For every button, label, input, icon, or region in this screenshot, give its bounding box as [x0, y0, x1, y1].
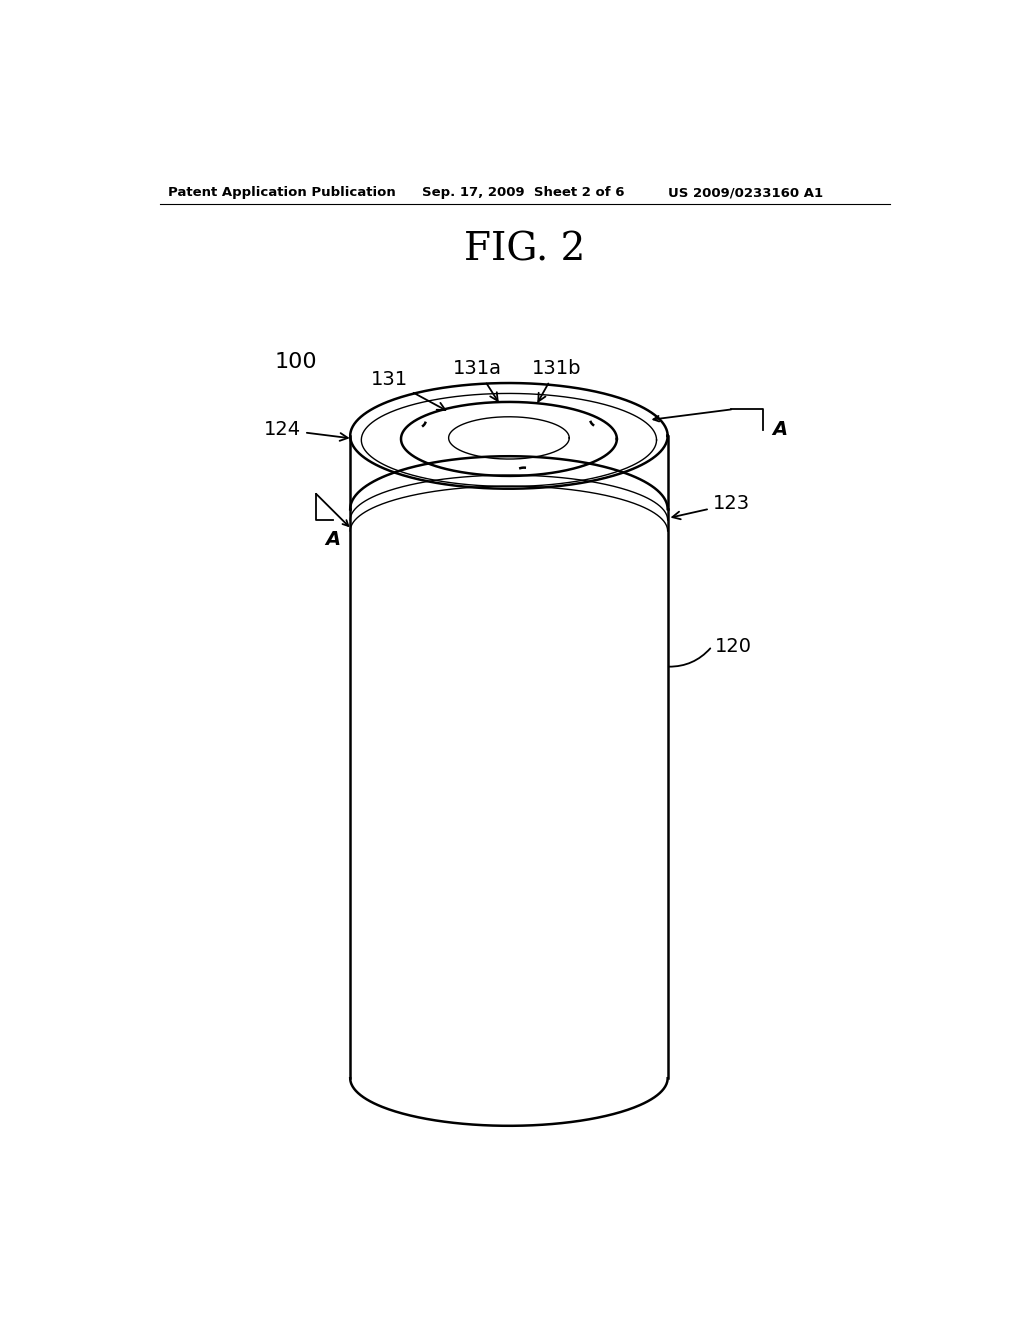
Text: A: A: [326, 531, 340, 549]
Text: Patent Application Publication: Patent Application Publication: [168, 186, 395, 199]
Text: 120: 120: [715, 636, 753, 656]
Text: 124: 124: [264, 420, 348, 441]
Text: 131b: 131b: [531, 359, 582, 401]
Text: US 2009/0233160 A1: US 2009/0233160 A1: [668, 186, 822, 199]
Text: 131: 131: [372, 371, 445, 411]
Text: Sep. 17, 2009  Sheet 2 of 6: Sep. 17, 2009 Sheet 2 of 6: [422, 186, 625, 199]
Text: 100: 100: [274, 351, 317, 372]
Text: 123: 123: [673, 495, 750, 519]
Text: A: A: [772, 420, 787, 440]
Text: FIG. 2: FIG. 2: [464, 231, 586, 268]
Text: 131a: 131a: [453, 359, 502, 401]
